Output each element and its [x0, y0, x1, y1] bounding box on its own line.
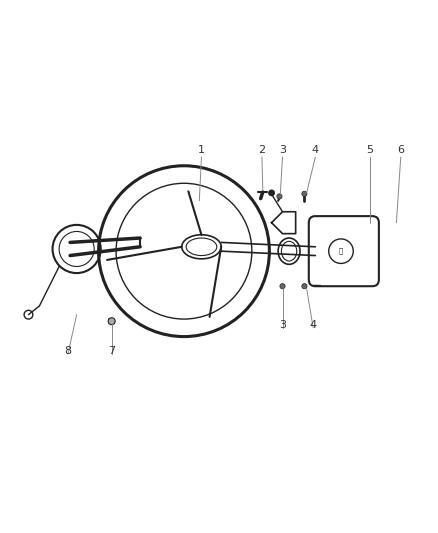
Circle shape	[280, 284, 285, 289]
Circle shape	[108, 318, 115, 325]
Text: 3: 3	[279, 320, 286, 330]
Circle shape	[277, 194, 282, 199]
Circle shape	[302, 284, 307, 289]
Text: 2: 2	[258, 145, 265, 155]
Text: 3: 3	[279, 145, 286, 155]
Text: 5: 5	[367, 145, 374, 155]
Text: 8: 8	[64, 346, 71, 356]
Text: 6: 6	[397, 145, 404, 155]
Text: 1: 1	[198, 145, 205, 155]
Text: 🐏: 🐏	[339, 248, 343, 254]
Text: 4: 4	[310, 320, 317, 330]
Text: 4: 4	[312, 145, 319, 155]
Circle shape	[302, 191, 307, 197]
Text: 7: 7	[108, 346, 115, 356]
Circle shape	[268, 190, 275, 196]
